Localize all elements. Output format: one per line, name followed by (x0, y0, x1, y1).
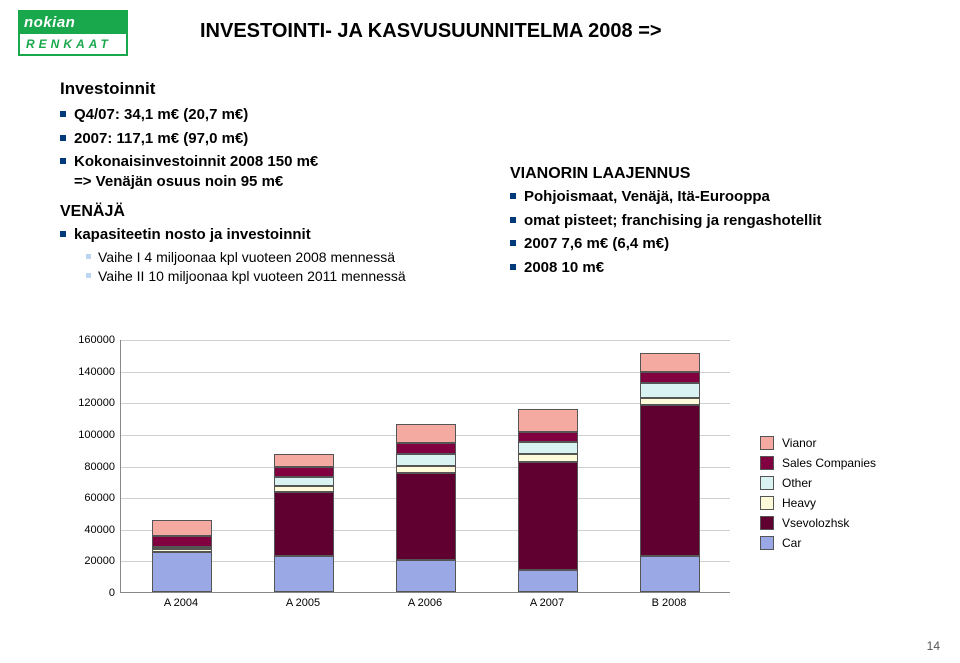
ytick-label: 120000 (78, 397, 115, 409)
ytick-label: 160000 (78, 334, 115, 346)
ytick-label: 80000 (84, 461, 115, 473)
legend-swatch (760, 516, 774, 530)
bar-segment-vsevolozhsk (274, 492, 334, 555)
bar-segment-other (152, 547, 212, 549)
chart-plot: 0200004000060000800001000001200001400001… (120, 340, 730, 593)
bar-segment-other (640, 383, 700, 397)
chart-legend: Vianor Sales Companies Other Heavy Vsevolozh… (760, 430, 900, 556)
right-bullet: 2007 7,6 m€ (6,4 m€) (510, 234, 890, 254)
legend-label: Other (782, 476, 812, 490)
bar-segment-vsevolozhsk (518, 462, 578, 570)
legend-swatch (760, 456, 774, 470)
right-column: VIANORIN LAAJENNUS Pohjoismaat, Venäjä, … (510, 165, 890, 281)
bar-segment-sales-companies (396, 443, 456, 454)
bar-segment-car (274, 556, 334, 592)
left-bullet: Q4/07: 34,1 m€ (20,7 m€) (60, 105, 480, 125)
bar-segment-heavy (396, 466, 456, 474)
xtick-label: A 2006 (408, 597, 442, 609)
legend-label: Vianor (782, 436, 816, 450)
right-bullet: Pohjoismaat, Venäjä, Itä-Eurooppa (510, 187, 890, 207)
legend-item: Heavy (760, 496, 900, 510)
bar-segment-vianor (274, 454, 334, 467)
xtick-label: B 2008 (652, 597, 687, 609)
bar-segment-vianor (640, 353, 700, 372)
bar-segment-car (396, 560, 456, 592)
xtick-label: A 2005 (286, 597, 320, 609)
left-subheading: VENÄJÄ (60, 203, 480, 221)
bar-segment-heavy (518, 454, 578, 462)
bar-segment-car (518, 570, 578, 592)
ytick-label: 140000 (78, 366, 115, 378)
bar-segment-sales-companies (518, 432, 578, 441)
brand-logo: nokian RENKAAT (18, 10, 128, 70)
left-bullet: Kokonaisinvestoinnit 2008 150 m€ => Venä… (60, 152, 480, 191)
bar-segment-heavy (274, 486, 334, 492)
gridline (121, 340, 730, 341)
legend-item: Vsevolozhsk (760, 516, 900, 530)
left-sublead: kapasiteetin nosto ja investoinnit (60, 225, 480, 245)
left-subbullets: Vaihe I 4 miljoonaa kpl vuoteen 2008 men… (60, 249, 480, 284)
ytick-label: 20000 (84, 555, 115, 567)
left-bullet: 2007: 117,1 m€ (97,0 m€) (60, 129, 480, 149)
bar-segment-sales-companies (274, 467, 334, 476)
right-bullets: Pohjoismaat, Venäjä, Itä-Eurooppa omat pi… (510, 187, 890, 277)
right-heading: VIANORIN LAAJENNUS (510, 165, 890, 183)
bar-segment-vianor (152, 520, 212, 536)
ytick-label: 0 (109, 587, 115, 599)
chart: 0200004000060000800001000001200001400001… (60, 340, 740, 623)
bar-segment-other (518, 442, 578, 455)
bar-segment-other (274, 477, 334, 486)
legend-item: Other (760, 476, 900, 490)
left-subbullet: Vaihe II 10 miljoonaa kpl vuoteen 2011 m… (86, 268, 480, 284)
legend-swatch (760, 536, 774, 550)
right-bullet: omat pisteet; franchising ja rengashotel… (510, 211, 890, 231)
left-bullets: Q4/07: 34,1 m€ (20,7 m€) 2007: 117,1 m€ (… (60, 105, 480, 191)
legend-swatch (760, 496, 774, 510)
legend-swatch (760, 436, 774, 450)
left-subbullet: Vaihe I 4 miljoonaa kpl vuoteen 2008 men… (86, 249, 480, 265)
ytick-label: 100000 (78, 429, 115, 441)
left-sublead-list: kapasiteetin nosto ja investoinnit (60, 225, 480, 245)
logo-top: nokian (18, 10, 128, 34)
left-column: Investoinnit Q4/07: 34,1 m€ (20,7 m€) 200… (60, 75, 480, 288)
ytick-label: 60000 (84, 492, 115, 504)
left-heading: Investoinnit (60, 79, 480, 99)
right-bullet: 2008 10 m€ (510, 258, 890, 278)
bar-segment-sales-companies (640, 372, 700, 383)
gridline (121, 372, 730, 373)
gridline (121, 403, 730, 404)
ytick-label: 40000 (84, 524, 115, 536)
legend-label: Car (782, 536, 801, 550)
xtick-label: A 2004 (164, 597, 198, 609)
bar-segment-vianor (396, 424, 456, 443)
chart-xaxis: A 2004 A 2005 A 2006 A 2007 B 2008 (120, 593, 730, 623)
bar-segment-heavy (152, 549, 212, 552)
bar-segment-heavy (640, 398, 700, 406)
bar-segment-vsevolozhsk (640, 405, 700, 555)
bar-segment-sales-companies (152, 536, 212, 547)
legend-label: Vsevolozhsk (782, 516, 849, 530)
legend-item: Car (760, 536, 900, 550)
bar-segment-other (396, 454, 456, 465)
bar-segment-vsevolozhsk (396, 473, 456, 560)
legend-label: Heavy (782, 496, 816, 510)
logo-bottom: RENKAAT (18, 34, 128, 56)
legend-item: Vianor (760, 436, 900, 450)
bar-segment-car (640, 556, 700, 592)
legend-swatch (760, 476, 774, 490)
legend-item: Sales Companies (760, 456, 900, 470)
page-title: INVESTOINTI- JA KASVUSUUNNITELMA 2008 => (200, 20, 662, 43)
bar-segment-car (152, 552, 212, 592)
xtick-label: A 2007 (530, 597, 564, 609)
legend-label: Sales Companies (782, 456, 876, 470)
page-number: 14 (927, 639, 940, 653)
bar-segment-vianor (518, 409, 578, 433)
